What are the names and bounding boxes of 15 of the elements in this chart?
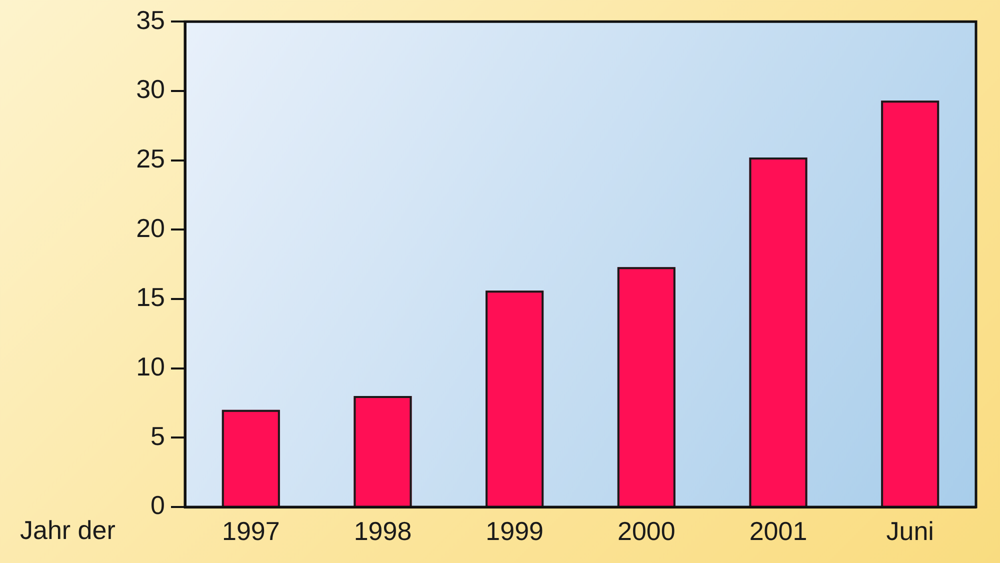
- x-axis-title: Jahr der: [20, 515, 116, 546]
- y-tick-label: 15: [136, 282, 165, 312]
- y-tick-label: 35: [136, 4, 165, 35]
- x-tick-label: Juni: [886, 516, 934, 546]
- x-tick-label: 1998: [354, 516, 412, 546]
- y-tick-label: 25: [136, 143, 165, 174]
- x-tick-label: 2001: [749, 516, 808, 546]
- x-tick-label: 1997: [222, 516, 280, 546]
- y-tick-label: 10: [136, 351, 165, 382]
- x-tick-label: 2000: [617, 516, 676, 546]
- y-tick-label: 5: [150, 420, 165, 451]
- y-tick-label: 20: [136, 212, 165, 243]
- x-tick-label: 1999: [486, 516, 544, 546]
- y-tick-label: 0: [150, 490, 165, 520]
- y-tick-label: 30: [136, 74, 165, 104]
